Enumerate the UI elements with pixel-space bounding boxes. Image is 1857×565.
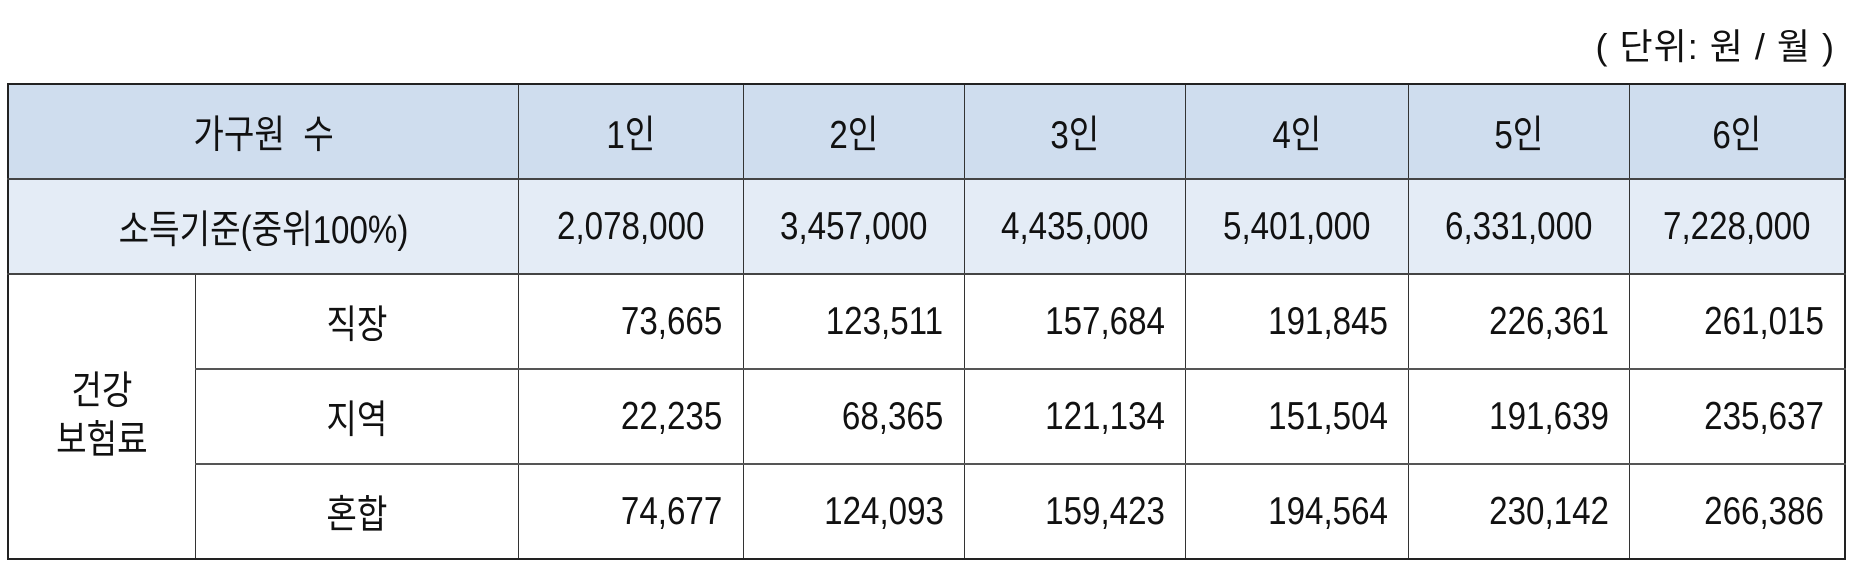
value-cell: 191,639: [1407, 368, 1630, 465]
value-cell: 157,684: [963, 273, 1186, 370]
value-cell: 74,677: [517, 463, 744, 560]
column-header: 5인: [1407, 83, 1630, 180]
column-header: 2인: [742, 83, 965, 180]
row-label: 혼합: [194, 463, 519, 560]
table-row: 건강 보험료 직장 73,665 123,511 157,684 191,845…: [7, 273, 1846, 560]
value-cell: 123,511: [742, 273, 965, 370]
column-header: 1인: [517, 83, 744, 180]
value-cell: 68,365: [742, 368, 965, 465]
value-cell: 22,235: [517, 368, 744, 465]
value-cell: 121,134: [963, 368, 1186, 465]
household-size-header: 가구원 수: [7, 83, 519, 180]
value-cell: 261,015: [1628, 273, 1846, 370]
column-header: 6인: [1628, 83, 1846, 180]
income-cell: 7,228,000: [1628, 178, 1846, 275]
row-label: 직장: [194, 273, 519, 370]
table-row: 혼합 74,677 124,093 159,423 194,564 230,14…: [8, 463, 1846, 560]
column-header: 3인: [963, 83, 1186, 180]
row-label: 지역: [194, 368, 519, 465]
value-cell: 226,361: [1407, 273, 1630, 370]
value-cell: 235,637: [1628, 368, 1846, 465]
value-cell: 230,142: [1407, 463, 1630, 560]
income-row: 소득기준(중위100%) 2,078,000 3,457,000 4,435,0…: [7, 178, 1846, 275]
value-cell: 124,093: [742, 463, 965, 560]
value-cell: 266,386: [1628, 463, 1846, 560]
value-cell: 159,423: [963, 463, 1186, 560]
header-row: 가구원 수 1인 2인 3인 4인 5인 6인: [7, 83, 1846, 180]
unit-label: ( 단위: 원 / 월 ): [1595, 26, 1835, 67]
column-header: 4인: [1184, 83, 1409, 180]
value-cell: 73,665: [517, 273, 744, 370]
income-label: 소득기준(중위100%): [7, 178, 519, 275]
value-cell: 151,504: [1184, 368, 1409, 465]
income-cell: 5,401,000: [1184, 178, 1409, 275]
health-insurance-table: 가구원 수 1인 2인 3인 4인 5인 6인 소득기준(중위100%) 2,0…: [7, 83, 1847, 560]
income-cell: 4,435,000: [963, 178, 1186, 275]
value-cell: 194,564: [1184, 463, 1409, 560]
value-cell: 191,845: [1184, 273, 1409, 370]
table-row: 지역 22,235 68,365 121,134 151,504 191,639…: [8, 368, 1846, 465]
income-cell: 6,331,000: [1407, 178, 1630, 275]
income-cell: 3,457,000: [742, 178, 965, 275]
health-insurance-label: 건강 보험료: [7, 273, 196, 560]
income-cell: 2,078,000: [517, 178, 744, 275]
